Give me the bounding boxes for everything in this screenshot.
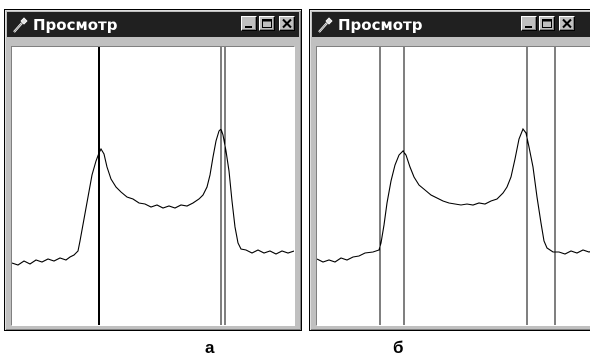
maximize-button[interactable]: [539, 16, 555, 31]
title-bar[interactable]: Просмотр: [312, 12, 590, 37]
tool-icon: [318, 16, 333, 33]
close-button[interactable]: [559, 16, 575, 31]
spectrum-canvas-b: [317, 47, 590, 325]
maximize-icon: [262, 19, 272, 28]
window-controls: [241, 16, 295, 31]
figure-caption-a: а: [205, 338, 215, 357]
close-icon: [562, 18, 572, 29]
minimize-button[interactable]: [521, 16, 537, 31]
spectrum-canvas-a: [12, 47, 294, 325]
spectrum-plot-a[interactable]: [11, 46, 295, 326]
viewer-window-a: Просмотр: [4, 9, 302, 331]
close-icon: [282, 18, 292, 29]
minimize-icon: [525, 26, 532, 28]
window-controls: [521, 16, 575, 31]
spectrum-trace: [12, 127, 294, 266]
minimize-button[interactable]: [241, 16, 257, 31]
viewer-window-b: Просмотр: [309, 9, 590, 331]
window-title: Просмотр: [338, 15, 423, 34]
figure-caption-b: б: [393, 338, 404, 357]
maximize-button[interactable]: [259, 16, 275, 31]
close-button[interactable]: [279, 16, 295, 31]
spectrum-plot-b[interactable]: [316, 46, 590, 326]
tool-icon: [13, 16, 28, 33]
window-title: Просмотр: [33, 15, 118, 34]
spectrum-trace: [317, 127, 590, 263]
maximize-icon: [542, 19, 552, 28]
title-bar[interactable]: Просмотр: [7, 12, 299, 37]
minimize-icon: [245, 26, 252, 28]
